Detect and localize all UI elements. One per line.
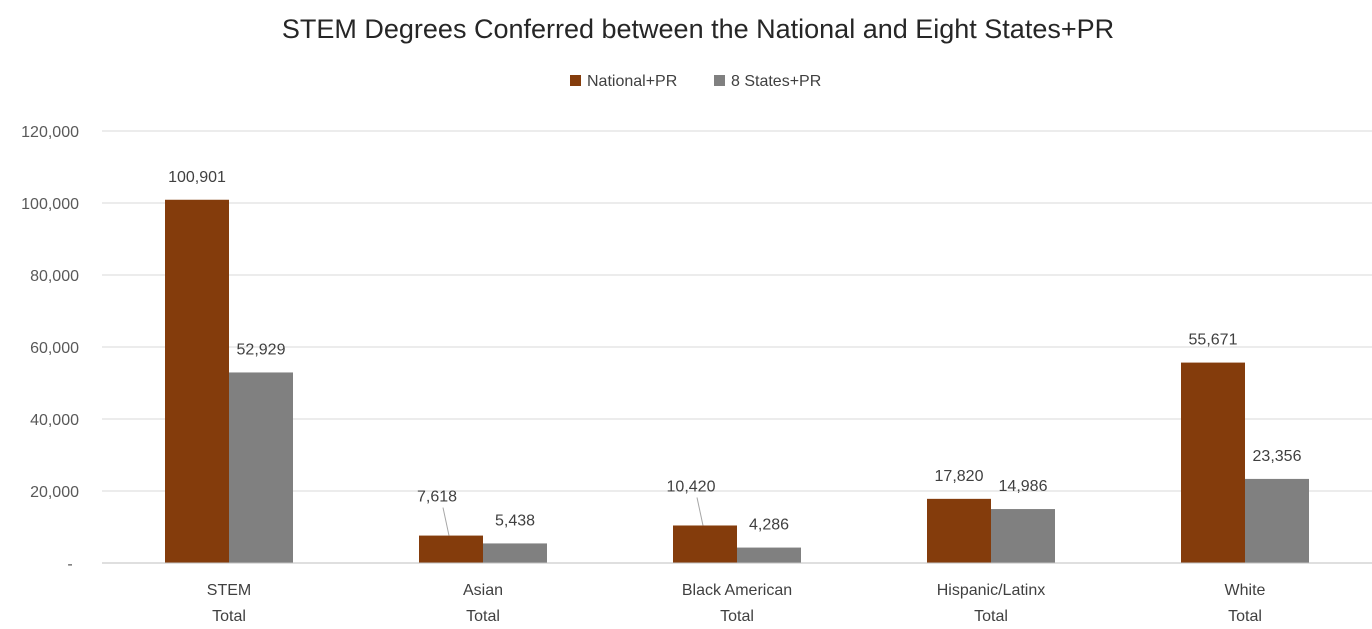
- x-tick-label-black-american-0: Black American: [682, 582, 792, 599]
- y-axis: - 20,000 40,000 60,000 80,000 100,000 120,000: [21, 124, 79, 573]
- x-tick-label-white-0: White: [1225, 582, 1266, 599]
- bars: [165, 199, 1309, 563]
- legend-swatch-national-pr: [570, 75, 581, 86]
- data-label-national-pr-black-american: 10,420: [667, 478, 716, 495]
- bar-national-pr-hispanic-latinx: [927, 498, 991, 563]
- data-label-8-states-pr-black-american: 4,286: [749, 517, 789, 534]
- x-axis: STEM Total Asian Total Black American Total Hi…: [102, 562, 1372, 625]
- data-label-national-pr-hispanic-latinx: 17,820: [935, 468, 984, 485]
- legend-label-national-pr: National+PR: [587, 73, 677, 90]
- x-tick-label-asian-1: Total: [466, 608, 500, 624]
- data-label-8-states-pr-stem: 52,929: [237, 341, 286, 358]
- data-labels: 100,901 7,618 10,420 17,820 55,671 52,929 5,43…: [168, 169, 1301, 534]
- bar-national-pr-black-american: [673, 525, 737, 563]
- x-tick-label-black-american-1: Total: [720, 608, 754, 624]
- bar-8-states-pr-asian: [483, 543, 547, 563]
- x-tick-label-white-1: Total: [1228, 608, 1262, 624]
- leader-lines: [442, 497, 704, 536]
- legend-label-8-states-pr: 8 States+PR: [731, 73, 821, 90]
- leader-line-national-pr-asian: [442, 507, 450, 536]
- gridlines: [102, 130, 1372, 492]
- bar-8-states-pr-stem: [229, 372, 293, 563]
- data-label-8-states-pr-white: 23,356: [1253, 448, 1302, 465]
- data-label-national-pr-asian: 7,618: [417, 489, 457, 506]
- x-tick-label-stem-0: STEM: [207, 582, 251, 599]
- data-label-national-pr-white: 55,671: [1189, 332, 1238, 349]
- x-tick-label-stem-1: Total: [212, 608, 246, 624]
- bar-national-pr-stem: [165, 199, 229, 563]
- x-tick-label-asian-0: Asian: [463, 582, 503, 599]
- bar-8-states-pr-white: [1245, 478, 1309, 563]
- data-label-national-pr-stem: 100,901: [168, 169, 226, 186]
- y-tick-label-2: 40,000: [30, 412, 79, 429]
- bar-8-states-pr-hispanic-latinx: [991, 509, 1055, 563]
- bar-national-pr-white: [1181, 362, 1245, 563]
- data-label-8-states-pr-hispanic-latinx: 14,986: [999, 478, 1048, 495]
- y-tick-label-6: 120,000: [21, 124, 79, 141]
- legend-swatch-8-states-pr: [714, 75, 725, 86]
- y-tick-label-5: 100,000: [21, 196, 79, 213]
- data-label-8-states-pr-asian: 5,438: [495, 512, 535, 529]
- legend: National+PR 8 States+PR: [570, 73, 821, 90]
- chart-title: STEM Degrees Conferred between the Natio…: [282, 14, 1114, 44]
- y-tick-label-1: 20,000: [30, 484, 79, 501]
- x-tick-label-hispanic-latinx-0: Hispanic/Latinx: [937, 582, 1046, 599]
- y-tick-label-0: -: [67, 556, 72, 573]
- y-tick-label-4: 80,000: [30, 268, 79, 285]
- x-tick-label-hispanic-latinx-1: Total: [974, 608, 1008, 624]
- bar-8-states-pr-black-american: [737, 547, 801, 563]
- bar-national-pr-asian: [419, 535, 483, 563]
- leader-line-national-pr-black-american: [696, 497, 704, 526]
- y-tick-label-3: 60,000: [30, 340, 79, 357]
